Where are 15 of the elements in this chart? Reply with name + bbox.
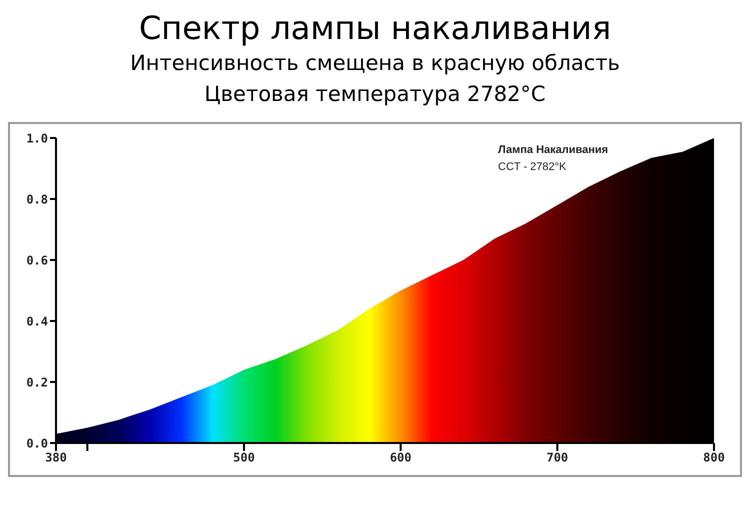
x-tick-label: 380	[45, 450, 67, 465]
y-tick-label: 1.0	[26, 131, 48, 146]
y-tick-label: 0.2	[26, 375, 48, 390]
x-tick-label: 700	[546, 450, 568, 465]
y-tick-label: 0.0	[26, 436, 48, 450]
y-tick-label: 0.8	[26, 192, 48, 206]
x-tick-label: 500	[233, 450, 255, 465]
y-tick-label: 0.4	[26, 314, 48, 328]
chart-title: Спектр лампы накаливания	[138, 8, 612, 48]
x-tick-label: 600	[390, 450, 412, 465]
annotation: CCT - 2782°K	[498, 160, 568, 175]
x-tick-label: 800	[703, 450, 725, 465]
annotation: Лампа Накаливания	[498, 143, 608, 158]
chart-subtitle: Интенсивность смещена в красную область Цветовая температура 2782°C	[129, 50, 621, 108]
y-tick-label: 0.6	[26, 253, 48, 268]
